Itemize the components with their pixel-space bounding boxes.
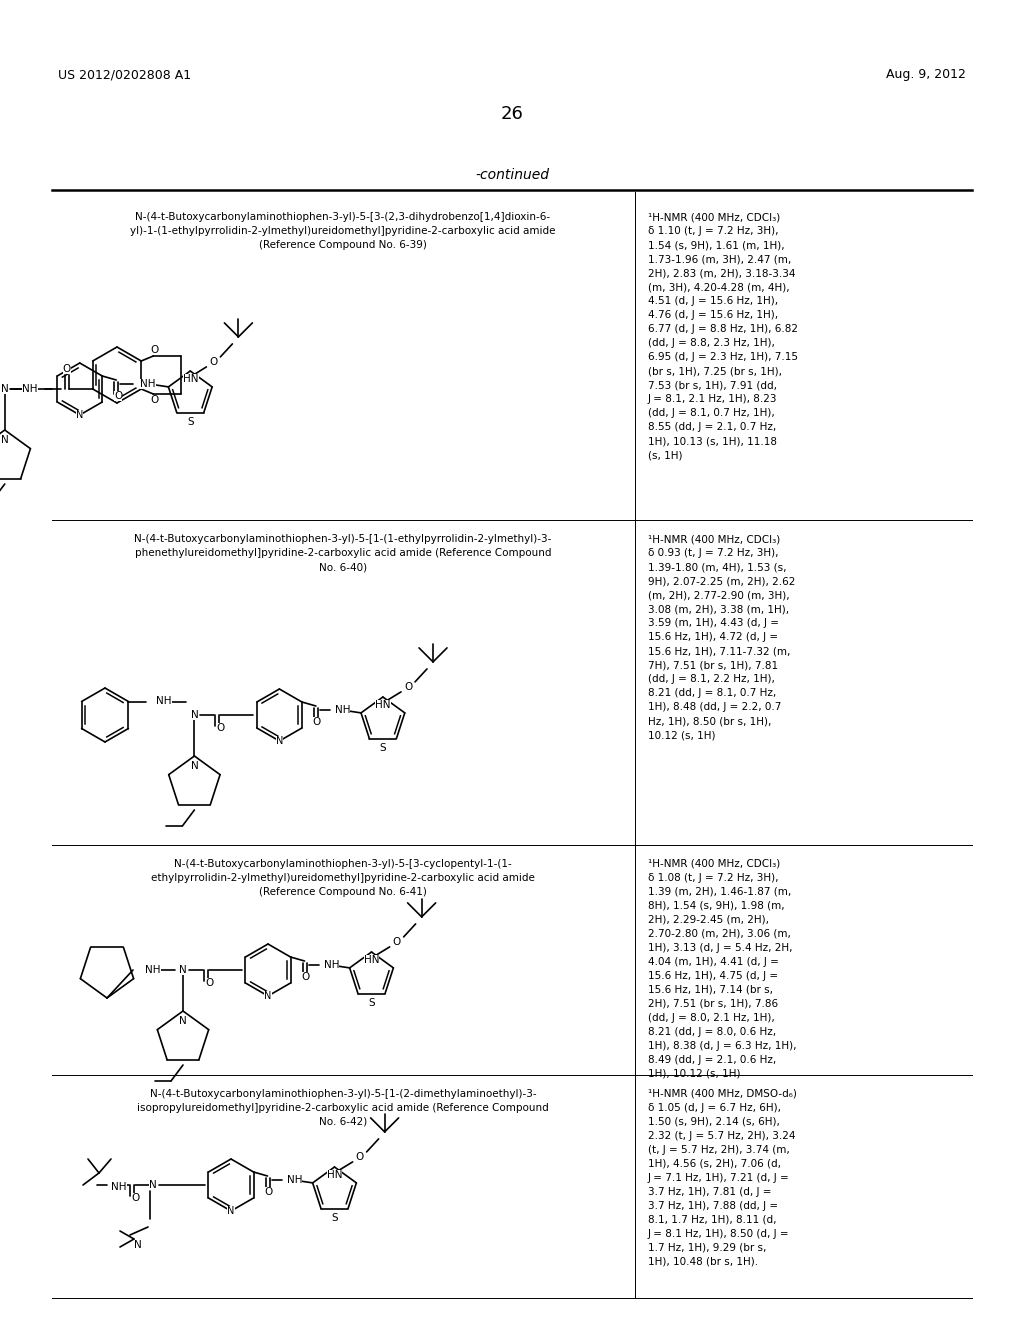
Text: HN: HN: [327, 1170, 342, 1180]
Text: ¹H-NMR (400 MHz, DMSO-d₆)
δ 1.05 (d, J = 6.7 Hz, 6H),
1.50 (s, 9H), 2.14 (s, 6H): ¹H-NMR (400 MHz, DMSO-d₆) δ 1.05 (d, J =…: [648, 1089, 797, 1267]
Text: O: O: [151, 345, 159, 355]
Text: N-(4-t-Butoxycarbonylaminothiophen-3-yl)-5-[1-(1-ethylpyrrolidin-2-ylmethyl)-3-
: N-(4-t-Butoxycarbonylaminothiophen-3-yl)…: [134, 535, 552, 572]
Text: S: S: [331, 1213, 338, 1224]
Text: N-(4-t-Butoxycarbonylaminothiophen-3-yl)-5-[3-(2,3-dihydrobenzo[1,4]dioxin-6-
yl: N-(4-t-Butoxycarbonylaminothiophen-3-yl)…: [130, 213, 556, 249]
Text: 26: 26: [501, 106, 523, 123]
Text: N: N: [264, 991, 271, 1001]
Text: O: O: [301, 972, 309, 982]
Text: NH: NH: [324, 960, 339, 970]
Text: N: N: [190, 710, 199, 719]
Text: US 2012/0202808 A1: US 2012/0202808 A1: [58, 69, 191, 81]
Text: N: N: [76, 411, 83, 420]
Text: Aug. 9, 2012: Aug. 9, 2012: [886, 69, 966, 81]
Text: O: O: [216, 723, 224, 733]
Text: O: O: [151, 395, 159, 405]
Text: S: S: [369, 998, 375, 1008]
Text: N: N: [1, 436, 8, 445]
Text: NH: NH: [145, 965, 161, 975]
Text: O: O: [355, 1152, 364, 1162]
Text: N: N: [1, 384, 8, 393]
Text: NH: NH: [157, 697, 172, 706]
Text: O: O: [131, 1193, 139, 1203]
Text: N-(4-t-Butoxycarbonylaminothiophen-3-yl)-5-[3-cyclopentyl-1-(1-
ethylpyrrolidin-: N-(4-t-Butoxycarbonylaminothiophen-3-yl)…: [152, 859, 535, 898]
Text: NH: NH: [287, 1175, 302, 1185]
Text: NH: NH: [140, 379, 156, 389]
Text: HN: HN: [364, 954, 379, 965]
Text: N: N: [190, 762, 199, 771]
Text: HN: HN: [375, 700, 390, 710]
Text: O: O: [114, 391, 123, 401]
Text: N: N: [179, 965, 186, 975]
Text: HN: HN: [183, 374, 199, 384]
Text: O: O: [205, 978, 213, 987]
Text: ¹H-NMR (400 MHz, CDCl₃)
δ 1.08 (t, J = 7.2 Hz, 3H),
1.39 (m, 2H), 1.46-1.87 (m,
: ¹H-NMR (400 MHz, CDCl₃) δ 1.08 (t, J = 7…: [648, 859, 797, 1078]
Text: O: O: [312, 717, 322, 727]
Text: O: O: [264, 1187, 272, 1197]
Text: O: O: [209, 356, 217, 367]
Text: S: S: [380, 743, 386, 752]
Text: N: N: [134, 1239, 142, 1250]
Text: ¹H-NMR (400 MHz, CDCl₃)
δ 0.93 (t, J = 7.2 Hz, 3H),
1.39-1.80 (m, 4H), 1.53 (s,
: ¹H-NMR (400 MHz, CDCl₃) δ 0.93 (t, J = 7…: [648, 535, 796, 741]
Text: N: N: [179, 1016, 186, 1026]
Text: O: O: [392, 937, 400, 946]
Text: N: N: [275, 737, 283, 746]
Text: -continued: -continued: [475, 168, 549, 182]
Text: NH: NH: [111, 1181, 127, 1192]
Text: N: N: [227, 1206, 234, 1216]
Text: NH: NH: [335, 705, 350, 715]
Text: N-(4-t-Butoxycarbonylaminothiophen-3-yl)-5-[1-(2-dimethylaminoethyl)-3-
isopropy: N-(4-t-Butoxycarbonylaminothiophen-3-yl)…: [137, 1089, 549, 1127]
Text: N: N: [150, 1180, 157, 1191]
Text: NH: NH: [23, 384, 38, 393]
Text: O: O: [62, 364, 71, 374]
Text: O: O: [403, 682, 412, 692]
Text: S: S: [187, 417, 194, 426]
Text: ¹H-NMR (400 MHz, CDCl₃)
δ 1.10 (t, J = 7.2 Hz, 3H),
1.54 (s, 9H), 1.61 (m, 1H),
: ¹H-NMR (400 MHz, CDCl₃) δ 1.10 (t, J = 7…: [648, 213, 798, 459]
